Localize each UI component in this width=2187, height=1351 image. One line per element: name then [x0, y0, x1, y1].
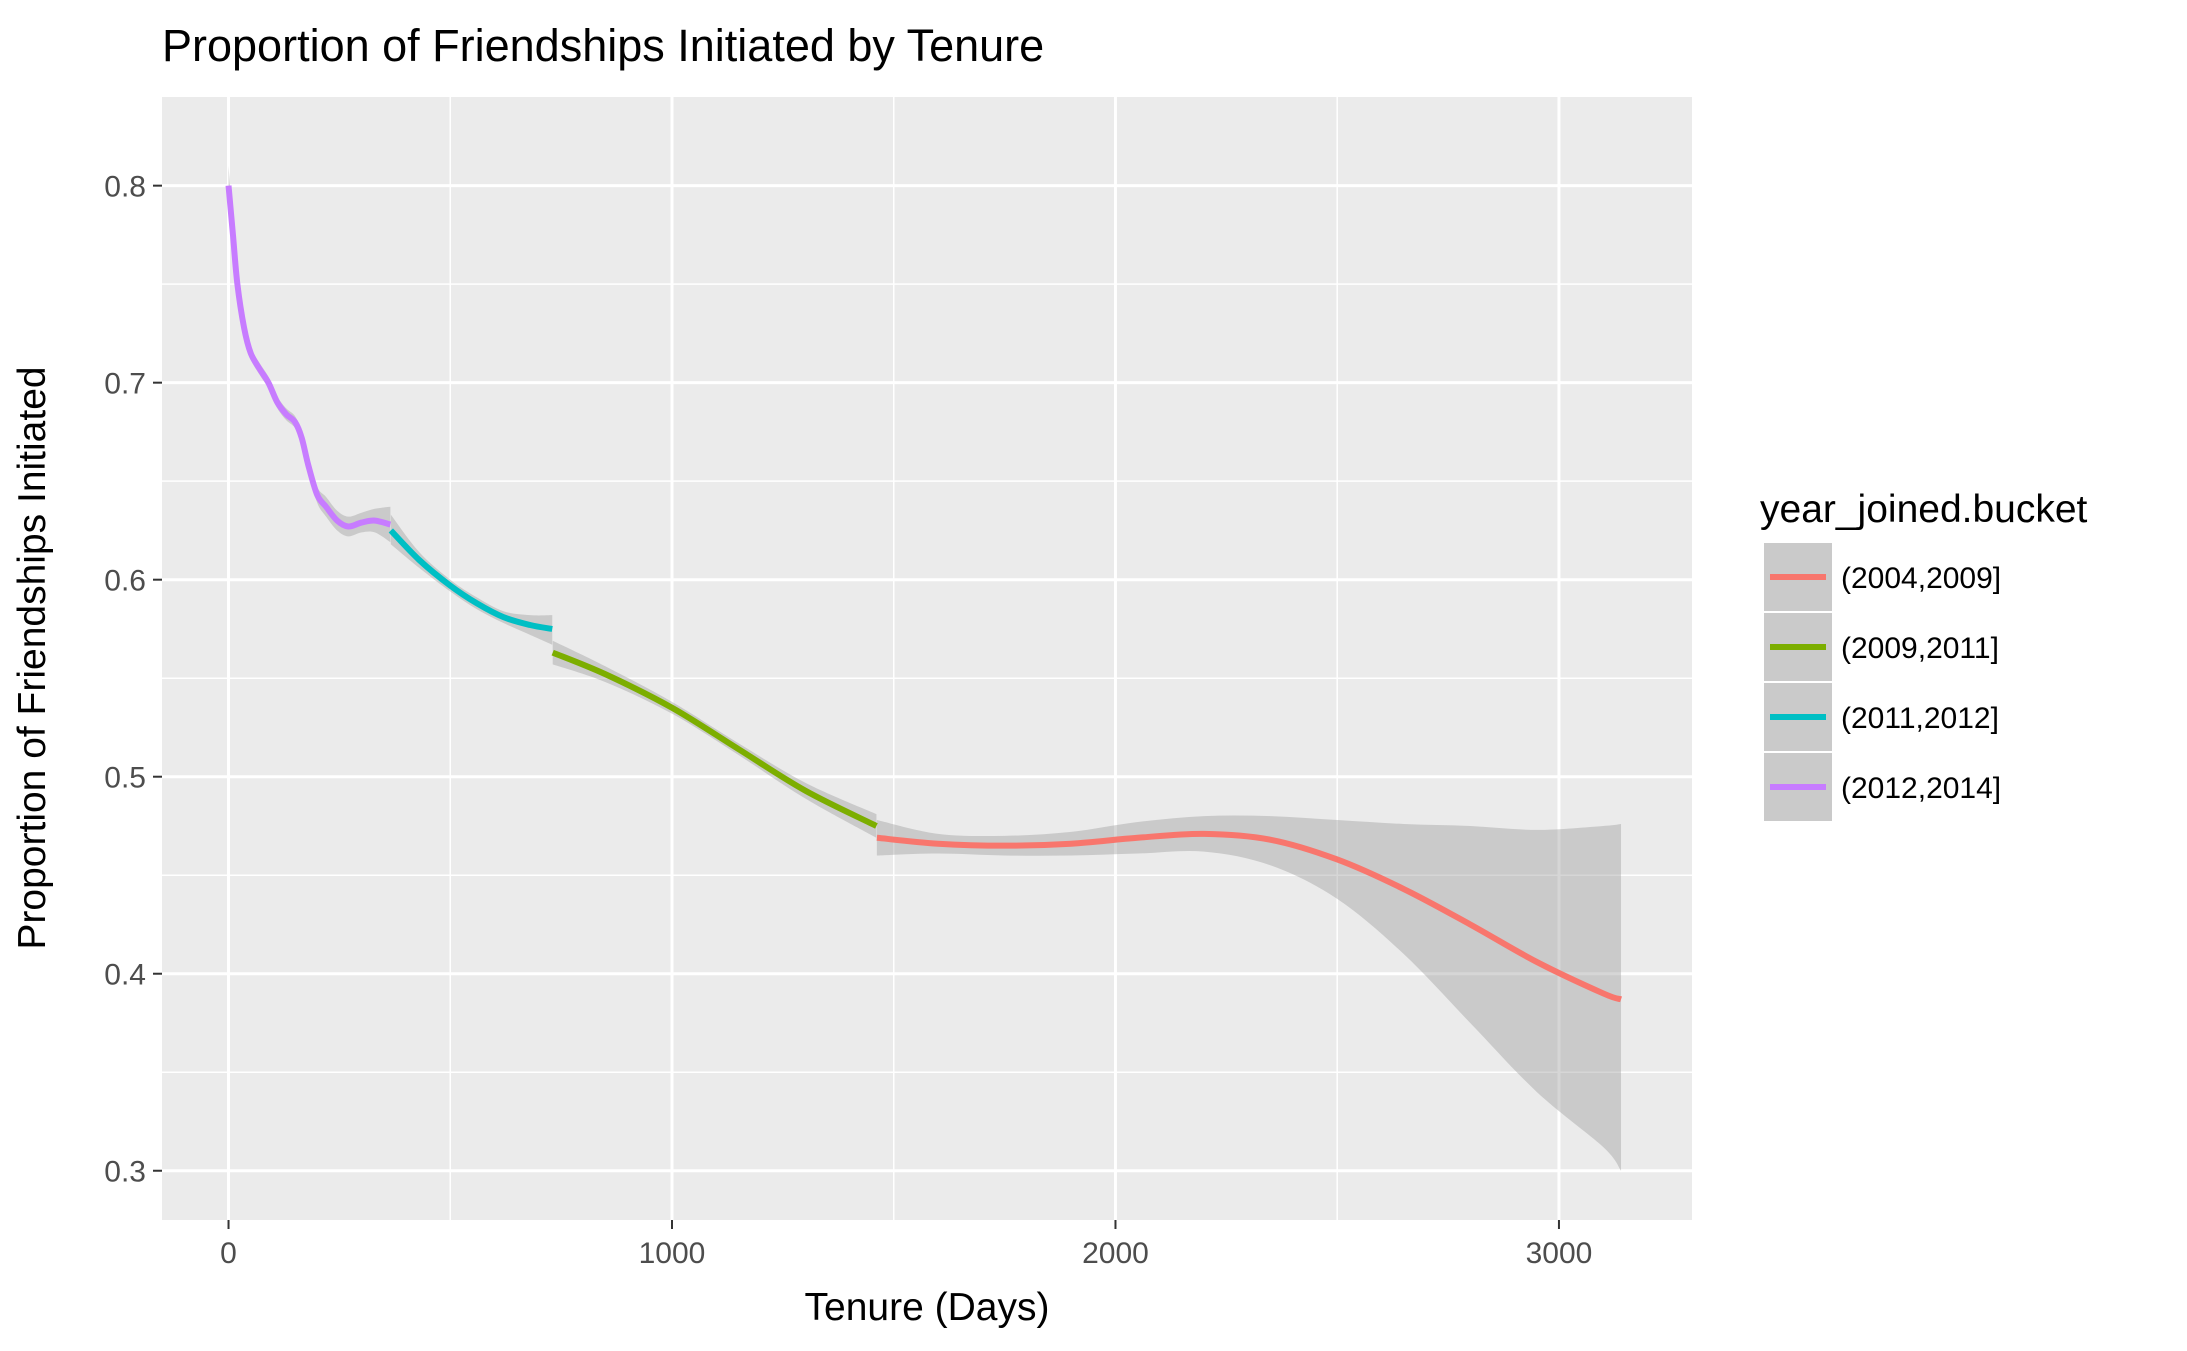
y-tick-label: 0.7	[104, 368, 146, 401]
y-tick-label: 0.3	[104, 1156, 146, 1189]
legend-label: (2004,2009]	[1841, 562, 2001, 595]
y-tick-label: 0.6	[104, 565, 146, 598]
x-tick-label: 1000	[639, 1237, 706, 1270]
y-axis-title: Proportion of Friendships Initiated	[11, 366, 54, 949]
series-line	[225, 185, 392, 530]
legend-label: (2009,2011]	[1841, 632, 1999, 665]
x-axis-ticks: 0 1000 2000 3000	[220, 1220, 1592, 1270]
x-tick-label: 2000	[1082, 1237, 1149, 1270]
series-line	[876, 830, 1622, 1003]
y-axis-ticks: 0.3 0.4 0.5 0.6 0.7 0.8	[104, 171, 162, 1189]
series-line	[551, 649, 878, 829]
y-tick-label: 0.8	[104, 171, 146, 204]
legend-title: year_joined.bucket	[1760, 488, 2088, 531]
chart-title: Proportion of Friendships Initiated by T…	[162, 20, 1044, 71]
major-gridlines	[162, 97, 1692, 1220]
y-tick-label: 0.5	[104, 762, 146, 795]
x-axis-title: Tenure (Days)	[805, 1286, 1050, 1329]
legend-label: (2012,2014]	[1841, 772, 2001, 805]
series-lines	[225, 185, 1622, 1003]
legend-label: (2011,2012]	[1841, 702, 1999, 735]
y-tick-label: 0.4	[104, 959, 146, 992]
x-tick-label: 0	[220, 1237, 237, 1270]
legend-keys: (2004,2009] (2009,2011] (2011,2012] (2012,2…	[1762, 541, 2001, 823]
minor-gridlines	[162, 97, 1692, 1220]
x-tick-label: 3000	[1526, 1237, 1593, 1270]
confidence-ribbon	[390, 514, 553, 645]
plot-panel	[162, 97, 1692, 1220]
legend: year_joined.bucket (2004,2009] (2009,2011…	[1760, 488, 2088, 823]
series-line	[388, 528, 553, 632]
